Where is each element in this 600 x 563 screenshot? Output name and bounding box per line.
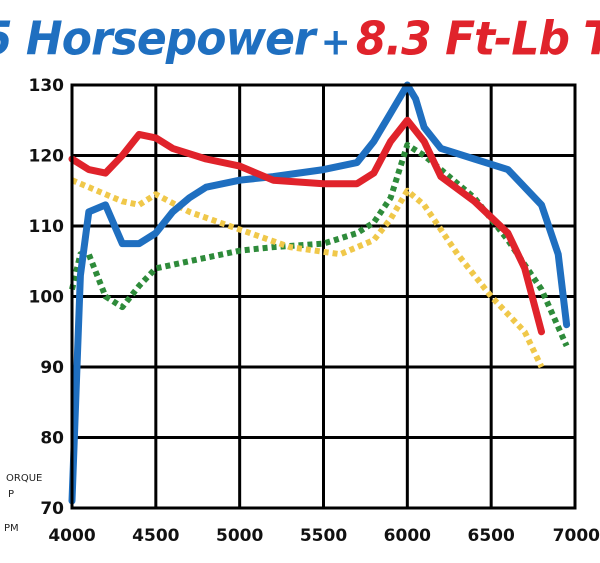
legend-label-rpm: PM: [4, 523, 19, 534]
chart-series: [68, 81, 571, 505]
y-tick-70: 70: [40, 499, 64, 519]
series-line-2: [68, 116, 545, 336]
chart-grid: [70, 83, 577, 510]
legend-label-hp: P: [8, 489, 14, 500]
torque-gain-text: 8.3 Ft-Lb Tor: [355, 12, 600, 67]
x-tick-6500: 6500: [468, 526, 515, 546]
y-tick-100: 100: [29, 288, 65, 308]
x-tick-4000: 4000: [48, 526, 95, 546]
series-line-4: [70, 177, 545, 369]
y-tick-130: 130: [29, 76, 65, 96]
y-tick-90: 90: [40, 358, 64, 378]
chart-title: 5 Horsepower+8.3 Ft-Lb Tor: [0, 0, 600, 82]
y-tick-110: 110: [29, 217, 65, 237]
x-tick-labels: 4000 4500 5000 5500 6000 6500 7000: [48, 526, 600, 546]
x-tick-4500: 4500: [132, 526, 179, 546]
horsepower-gain-text: 5 Horsepower: [0, 12, 316, 67]
series-line-3: [69, 141, 570, 348]
legend-label-torque: ORQUE: [6, 473, 42, 484]
y-tick-120: 120: [29, 147, 65, 167]
x-tick-5500: 5500: [300, 526, 347, 546]
x-tick-7000: 7000: [553, 526, 600, 546]
y-tick-labels: 130 120 110 100 90 80 70: [29, 76, 65, 519]
plot-border: [70, 83, 577, 510]
x-tick-5000: 5000: [216, 526, 263, 546]
x-tick-6000: 6000: [384, 526, 431, 546]
plus-sign: +: [320, 21, 351, 65]
y-tick-80: 80: [40, 429, 64, 449]
chart-frame: [70, 83, 577, 510]
series-line-1: [68, 81, 571, 505]
